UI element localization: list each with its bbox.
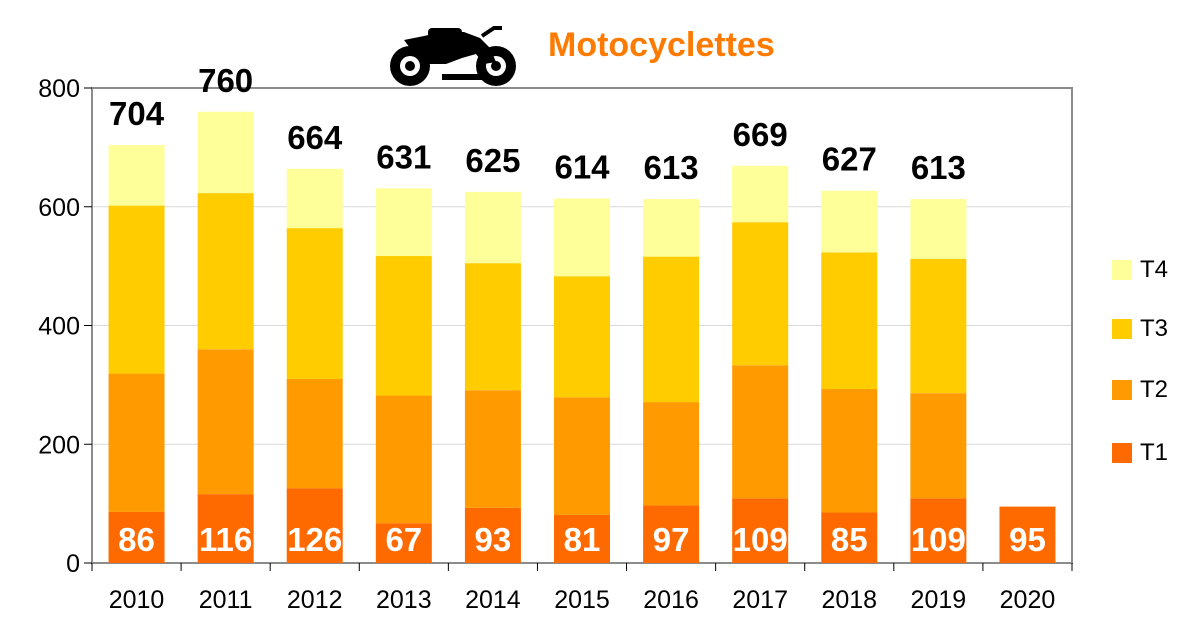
axes: 0 200 400 600 800 2010 2011 2012 2013 2014 2015 201… (38, 75, 1073, 614)
bar-t1-2014 (464, 507, 521, 563)
data-label-t1-2011: 116 (199, 521, 252, 558)
legend-swatch-t4 (1112, 260, 1132, 280)
total-label-2011: 760 (198, 62, 253, 99)
data-label-t1-2019: 109 (911, 521, 966, 558)
bar-t2-2019 (910, 393, 967, 499)
bar-t3-2014 (464, 263, 521, 391)
x-tick-label: 2010 (109, 586, 165, 614)
total-label-2019: 613 (911, 149, 966, 186)
legend-swatch-t1 (1112, 443, 1132, 463)
bar-t1-2016 (643, 505, 700, 563)
total-label-2012: 664 (287, 119, 343, 156)
legend-label-t3: T3 (1140, 315, 1169, 342)
legend-label-t2: T2 (1140, 376, 1169, 403)
x-tick-label: 2019 (911, 586, 967, 614)
data-label-t1-2012: 126 (287, 521, 342, 558)
bar-t3-2011 (197, 193, 254, 350)
total-label-2016: 613 (644, 149, 699, 186)
legend-item-t3: T3 (1112, 315, 1168, 343)
data-label-t1-2020: 95 (1009, 521, 1046, 558)
bar-t1-2015 (554, 514, 610, 563)
data-labels: 86 704 116 760 126 664 67 631 93 625 81 614 97 613 109… (109, 62, 1046, 558)
bar-t4-2010 (108, 145, 165, 206)
total-label-2013: 631 (376, 138, 431, 175)
data-label-t1-2010: 86 (118, 521, 155, 558)
bar-t4-2014 (464, 191, 521, 264)
bar-t2-2010 (108, 373, 165, 512)
bar-t3-2015 (554, 276, 610, 398)
data-label-t1-2014: 93 (475, 521, 512, 558)
bar-t4-2017 (732, 165, 789, 223)
bar-t4-2013 (375, 188, 432, 257)
bar-t2-2013 (375, 395, 432, 524)
bar-t1-2013 (375, 523, 432, 563)
x-tick-label: 2017 (732, 586, 788, 614)
total-label-2015: 614 (554, 148, 610, 185)
bar-t1-2020 (999, 506, 1056, 563)
bar-t4-2018 (821, 190, 878, 253)
bar-t1-2019 (910, 498, 967, 563)
bar-t3-2018 (821, 252, 878, 390)
x-tick-label: 2013 (376, 586, 432, 614)
bar-t4-2019 (910, 199, 967, 259)
x-tick-label: 2016 (643, 586, 699, 614)
x-tick-label: 2020 (1000, 586, 1056, 614)
chart-title: Motocyclettes (548, 26, 775, 64)
bar-t2-2011 (197, 349, 254, 495)
bar-t2-2017 (732, 365, 789, 499)
x-tick-label: 2014 (465, 586, 521, 614)
bar-t4-2016 (643, 199, 700, 257)
x-tick-label: 2018 (821, 586, 877, 614)
data-label-t1-2017: 109 (733, 521, 788, 558)
bar-t1-2017 (732, 498, 789, 563)
bar-t4-2012 (286, 168, 343, 229)
legend-swatch-t2 (1112, 380, 1132, 400)
y-tick-label: 400 (38, 313, 80, 341)
y-tick-label: 200 (38, 431, 80, 459)
bar-t1-2012 (286, 488, 343, 563)
motorcycle-icon (390, 26, 516, 86)
y-tick-label: 600 (38, 194, 80, 222)
bar-t3-2010 (108, 205, 165, 374)
total-label-2018: 627 (822, 141, 877, 178)
x-tick-label: 2015 (554, 586, 610, 614)
data-label-t1-2015: 81 (564, 521, 601, 558)
data-label-t1-2013: 67 (385, 521, 422, 558)
legend-item-t4: T4 (1112, 256, 1168, 284)
legend-item-t1: T1 (1112, 439, 1168, 467)
bar-t4-2011 (197, 111, 254, 194)
legend-swatch-t3 (1112, 319, 1132, 339)
bar-t3-2016 (643, 256, 700, 403)
y-tick-label: 0 (66, 550, 80, 578)
bar-t2-2014 (464, 390, 521, 508)
data-label-t1-2018: 85 (831, 521, 868, 558)
bar-t2-2016 (643, 402, 700, 506)
legend-label-t4: T4 (1140, 256, 1169, 283)
bar-t1-2018 (821, 512, 878, 563)
bar-t3-2019 (910, 259, 967, 394)
bar-t4-2015 (554, 198, 610, 277)
total-label-2014: 625 (465, 142, 520, 179)
data-label-t1-2016: 97 (653, 521, 690, 558)
bar-t1-2011 (197, 494, 254, 563)
bars (108, 111, 1056, 563)
bar-t1-2010 (108, 511, 165, 563)
y-tick-label: 800 (38, 75, 80, 103)
x-tick-label: 2011 (199, 586, 253, 614)
legend-item-t2: T2 (1112, 376, 1168, 404)
bar-t2-2015 (554, 397, 610, 515)
total-label-2017: 669 (733, 116, 788, 153)
x-tick-label: 2012 (287, 586, 343, 614)
bar-t2-2018 (821, 389, 878, 513)
total-label-2010: 704 (109, 95, 165, 132)
bar-t3-2012 (286, 228, 343, 379)
legend-label-t1: T1 (1140, 439, 1169, 466)
bar-t2-2012 (286, 378, 343, 489)
bar-t3-2013 (375, 256, 432, 396)
bar-t3-2017 (732, 222, 789, 366)
